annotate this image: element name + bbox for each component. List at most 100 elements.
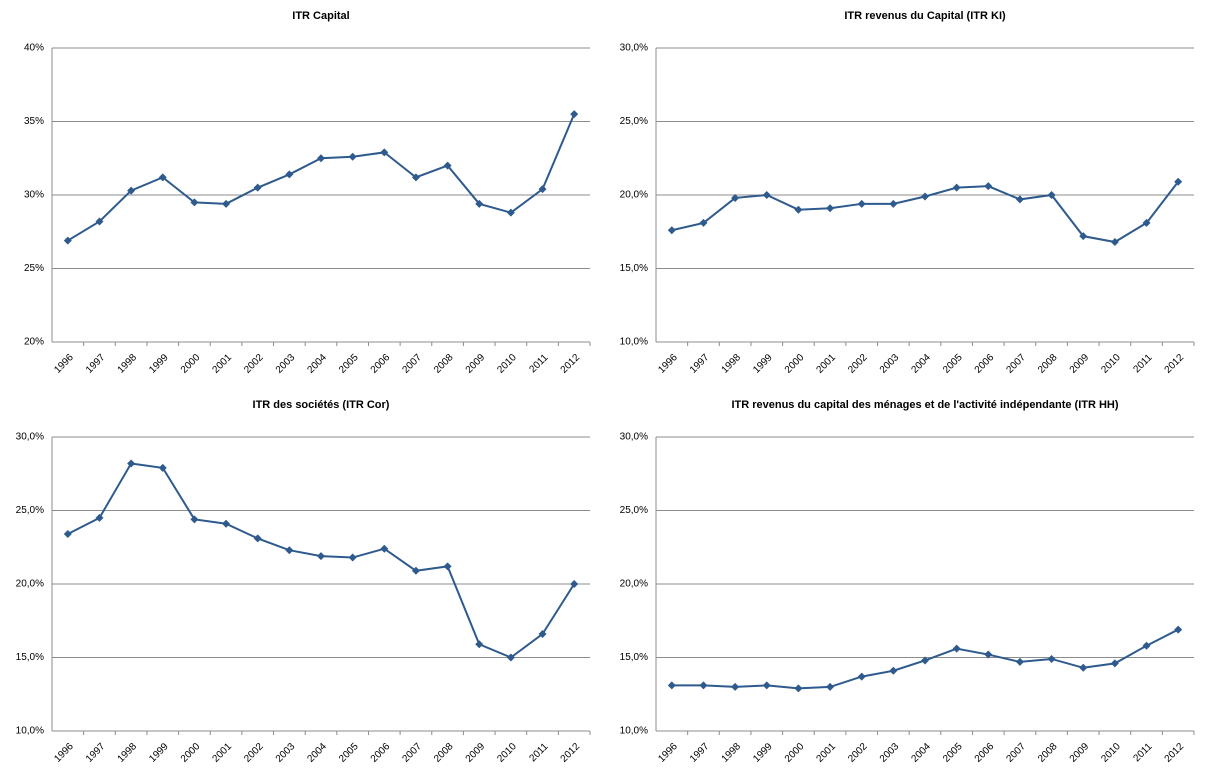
marker	[1174, 625, 1183, 634]
x-tick-label: 2007	[1004, 741, 1028, 765]
marker	[285, 546, 294, 555]
x-tick-label: 2006	[973, 352, 997, 376]
marker	[857, 672, 866, 681]
chart-title: ITR revenus du Capital (ITR KI)	[844, 10, 1006, 22]
x-tick-label: 2000	[179, 352, 203, 376]
line	[67, 113, 576, 242]
marker	[190, 515, 199, 524]
x-tick-label: 2010	[495, 352, 519, 376]
x-tick-label: 2010	[1099, 741, 1123, 765]
marker	[443, 161, 452, 170]
x-tick-label: 2009	[464, 352, 488, 376]
marker	[348, 553, 357, 562]
marker	[1047, 191, 1056, 199]
y-tick-label: 35%	[24, 116, 44, 127]
marker	[443, 562, 452, 571]
y-tick-label: 15,0%	[620, 652, 648, 663]
y-tick-label: 20,0%	[620, 579, 648, 590]
marker	[762, 681, 771, 690]
marker	[921, 656, 929, 665]
y-tick-label: 30,0%	[16, 432, 44, 443]
x-tick-label: 1996	[52, 352, 76, 376]
x-tick-label: 2000	[783, 741, 807, 765]
marker	[889, 199, 898, 208]
marker	[1047, 654, 1056, 663]
marker	[506, 208, 515, 217]
marker	[475, 640, 484, 649]
chart-title: ITR Capital	[292, 10, 349, 22]
marker	[63, 530, 72, 539]
marker	[762, 191, 771, 199]
x-tick-label: 1998	[720, 741, 744, 765]
x-tick-label: 2001	[815, 352, 839, 376]
y-tick-label: 25,0%	[16, 505, 44, 516]
x-tick-label: 2007	[1004, 352, 1028, 376]
y-tick-label: 15,0%	[620, 263, 648, 274]
marker	[158, 463, 167, 472]
x-tick-label: 2011	[1132, 352, 1155, 375]
marker	[667, 226, 676, 235]
x-tick-label: 2000	[783, 352, 807, 376]
x-tick-label: 2010	[495, 741, 519, 765]
marker	[1110, 238, 1119, 247]
x-tick-label: 2010	[1099, 352, 1123, 376]
x-tick-label: 2011	[528, 352, 551, 375]
x-tick-label: 2002	[846, 741, 870, 765]
x-tick-label: 1998	[720, 352, 744, 376]
x-tick-label: 1999	[147, 352, 171, 376]
marker	[380, 544, 389, 553]
marker	[952, 183, 961, 192]
marker	[1015, 195, 1024, 204]
marker	[285, 170, 294, 179]
x-tick-label: 2009	[1068, 741, 1092, 765]
x-tick-label: 1999	[751, 741, 775, 765]
x-tick-label: 1997	[688, 741, 712, 765]
x-tick-label: 2005	[337, 352, 361, 376]
x-tick-label: 2002	[242, 741, 266, 765]
x-tick-label: 1997	[84, 741, 108, 765]
x-tick-label: 2012	[559, 741, 583, 765]
x-tick-label: 2001	[211, 741, 235, 765]
marker	[826, 204, 835, 213]
y-tick-label: 15,0%	[16, 652, 44, 663]
x-tick-label: 2004	[909, 741, 933, 765]
marker	[889, 666, 898, 675]
x-tick-label: 1996	[656, 352, 680, 376]
y-tick-label: 30,0%	[620, 43, 648, 54]
marker	[731, 193, 740, 202]
marker	[570, 110, 579, 119]
x-tick-label: 2004	[305, 352, 329, 376]
marker	[794, 684, 803, 693]
y-tick-label: 40%	[24, 43, 44, 54]
x-tick-label: 2001	[211, 352, 235, 376]
marker	[570, 580, 579, 588]
marker	[1110, 659, 1119, 668]
x-tick-label: 2002	[846, 352, 870, 376]
y-tick-label: 10,0%	[620, 726, 648, 737]
marker	[63, 236, 72, 245]
marker	[984, 182, 993, 191]
x-tick-label: 1999	[147, 741, 171, 765]
marker	[699, 218, 708, 227]
marker	[984, 650, 993, 659]
marker	[1142, 218, 1151, 227]
marker	[699, 681, 708, 690]
x-tick-label: 2012	[559, 352, 583, 376]
marker	[1142, 641, 1151, 650]
x-tick-label: 2007	[400, 741, 424, 765]
marker	[1079, 663, 1088, 672]
x-tick-label: 2006	[973, 741, 997, 765]
x-tick-label: 2008	[1036, 741, 1060, 765]
x-tick-label: 2001	[815, 741, 839, 765]
marker	[1079, 232, 1088, 241]
marker	[253, 183, 262, 192]
x-tick-label: 1997	[688, 352, 712, 376]
marker	[538, 629, 547, 638]
marker	[127, 186, 136, 195]
x-tick-label: 2002	[242, 352, 266, 376]
line	[671, 181, 1179, 244]
x-tick-label: 2008	[432, 741, 456, 765]
marker	[317, 154, 325, 163]
x-tick-label: 2009	[1068, 352, 1092, 376]
